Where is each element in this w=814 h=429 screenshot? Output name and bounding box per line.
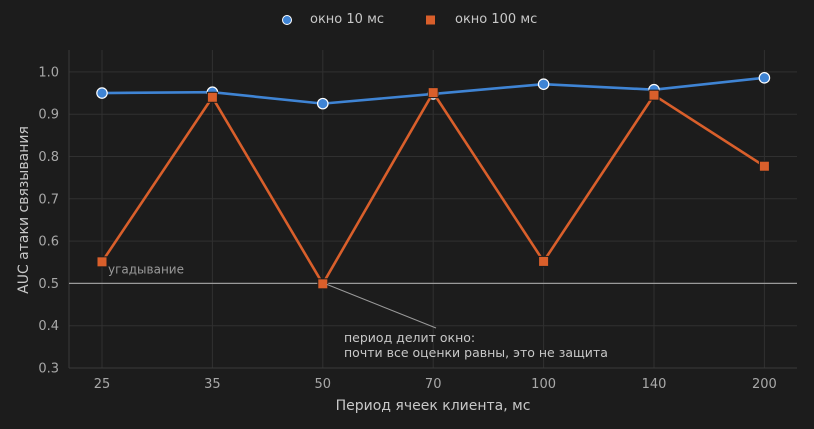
data-point xyxy=(648,89,660,101)
y-tick-label: 0.3 xyxy=(38,362,59,377)
legend-label-series-2: окно 100 мс xyxy=(455,12,537,27)
data-point xyxy=(538,255,550,267)
x-tick-label: 50 xyxy=(315,377,332,392)
legend-marker-series-1 xyxy=(282,15,292,25)
x-tick-label: 140 xyxy=(642,377,667,392)
x-tick-label: 70 xyxy=(425,377,442,392)
data-point xyxy=(427,87,439,99)
x-tick-label: 100 xyxy=(531,377,556,392)
reference-line-group: угадывание xyxy=(69,262,797,285)
x-tick-label: 35 xyxy=(204,377,221,392)
annotation-line-2: почти все оценки равны, это не защита xyxy=(344,345,608,360)
x-tick-label: 200 xyxy=(752,377,777,392)
x-axis-label: Период ячеек клиента, мс xyxy=(336,398,531,414)
legend-marker-series-2 xyxy=(426,15,435,25)
y-tick-label: 0.4 xyxy=(38,319,59,334)
legend-label-series-1: окно 10 мс xyxy=(310,12,384,27)
data-point xyxy=(96,87,108,99)
data-point xyxy=(758,160,770,172)
y-tick-label: 0.7 xyxy=(38,192,59,207)
data-point xyxy=(316,97,329,110)
y-tick-label: 0.8 xyxy=(38,150,59,165)
y-tick-label: 0.9 xyxy=(38,108,59,123)
axes: 0.3 0.4 0.5 0.6 0.7 0.8 0.9 1.0 25 35 50 70 100 140 20… xyxy=(38,50,797,392)
y-tick-label: 1.0 xyxy=(38,65,59,80)
annotation-arrow xyxy=(326,283,437,329)
series-2 xyxy=(96,87,770,290)
series-layer xyxy=(96,72,771,290)
y-axis-label: AUC атаки связывания xyxy=(16,126,32,294)
reference-line-label: угадывание xyxy=(108,262,184,276)
y-tick-label: 0.6 xyxy=(38,235,59,250)
data-point xyxy=(317,278,329,290)
data-point xyxy=(96,256,108,268)
data-point xyxy=(537,78,550,90)
legend: окно 10 мс окно 100 мс xyxy=(282,12,537,27)
annotation: период делит окно: почти все оценки равн… xyxy=(326,283,608,360)
annotation-line-1: период делит окно: xyxy=(344,330,475,345)
y-tick-label: 0.5 xyxy=(38,277,59,292)
x-tick-label: 25 xyxy=(94,377,111,392)
data-point xyxy=(206,91,218,103)
data-point xyxy=(758,72,771,84)
